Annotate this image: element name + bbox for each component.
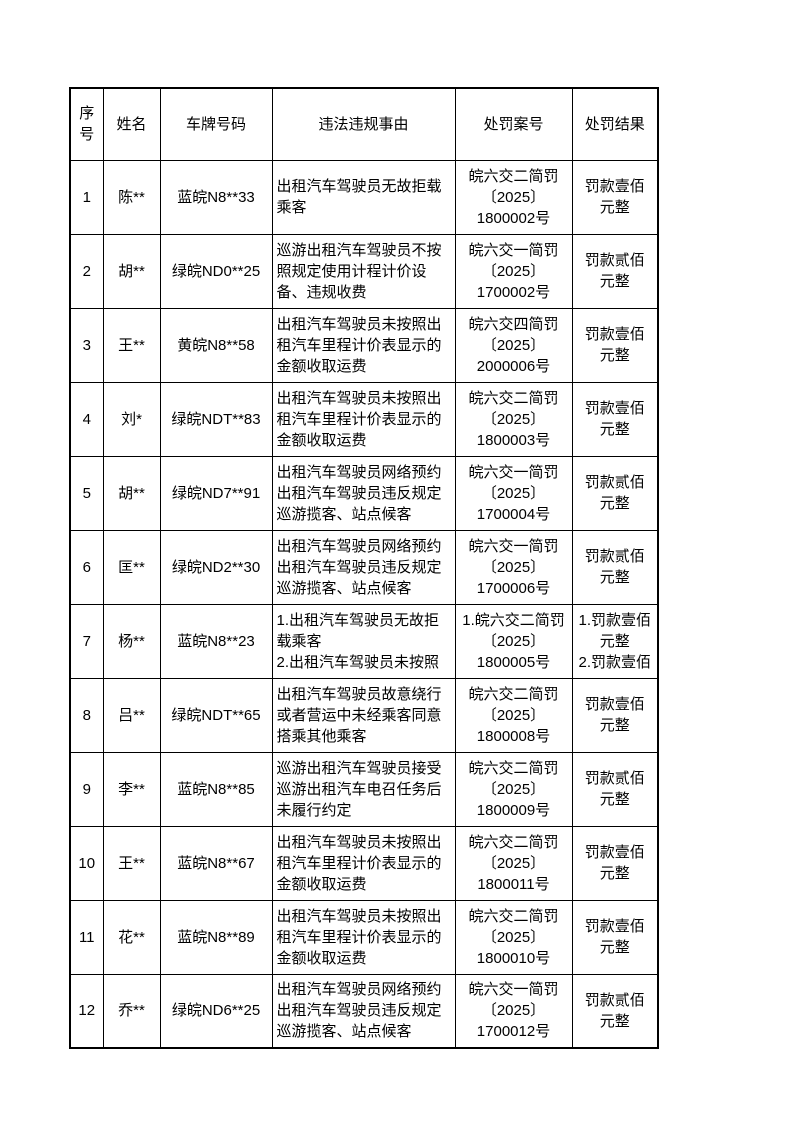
cell-name: 胡** — [102, 455, 161, 531]
cell-index: 8 — [69, 677, 104, 753]
cell-name: 王** — [102, 307, 161, 383]
header-cell-index: 序号 — [69, 87, 104, 161]
cell-plate: 蓝皖N8**89 — [159, 899, 273, 975]
cell-name: 陈** — [102, 159, 161, 235]
cell-index: 12 — [69, 973, 104, 1049]
cell-violation: 出租汽车驾驶员未按照出租汽车里程计价表显示的金额收取运费 — [271, 307, 456, 383]
table-row: 6 匡** 绿皖ND2**30 出租汽车驾驶员网络预约出租汽车驾驶员违反规定巡游揽客、… — [69, 529, 659, 605]
cell-plate: 绿皖ND7**91 — [159, 455, 273, 531]
cell-result: 罚款壹佰 元整 — [571, 159, 659, 235]
cell-case_no: 皖六交一简罚 〔2025〕 1700004号 — [454, 455, 573, 531]
cell-index: 6 — [69, 529, 104, 605]
table-header-row: 序号 姓名 车牌号码 违法违规事由 处罚案号 处罚结果 — [69, 87, 659, 161]
cell-index: 10 — [69, 825, 104, 901]
header-cell-result: 处罚结果 — [571, 87, 659, 161]
cell-index: 3 — [69, 307, 104, 383]
cell-plate: 黄皖N8**58 — [159, 307, 273, 383]
cell-result: 罚款贰佰 元整 — [571, 529, 659, 605]
cell-violation: 巡游出租汽车驾驶员接受巡游出租汽车电召任务后未履行约定 — [271, 751, 456, 827]
cell-index: 1 — [69, 159, 104, 235]
table-row: 11 花** 蓝皖N8**89 出租汽车驾驶员未按照出租汽车里程计价表显示的金额收取运… — [69, 899, 659, 975]
cell-index: 2 — [69, 233, 104, 309]
cell-index: 11 — [69, 899, 104, 975]
cell-plate: 绿皖ND0**25 — [159, 233, 273, 309]
cell-name: 刘* — [102, 381, 161, 457]
cell-plate: 蓝皖N8**85 — [159, 751, 273, 827]
cell-case_no: 皖六交二简罚 〔2025〕 1800011号 — [454, 825, 573, 901]
cell-violation: 出租汽车驾驶员网络预约出租汽车驾驶员违反规定巡游揽客、站点候客 — [271, 455, 456, 531]
header-cell-name: 姓名 — [102, 87, 161, 161]
table-row: 8 吕** 绿皖NDT**65 出租汽车驾驶员故意绕行或者营运中未经乘客同意搭乘其他乘… — [69, 677, 659, 753]
cell-index: 5 — [69, 455, 104, 531]
cell-result: 罚款壹佰 元整 — [571, 307, 659, 383]
cell-case_no: 皖六交二简罚 〔2025〕 1800003号 — [454, 381, 573, 457]
table-row: 3 王** 黄皖N8**58 出租汽车驾驶员未按照出租汽车里程计价表显示的金额收取运费… — [69, 307, 659, 383]
cell-case_no: 皖六交四简罚 〔2025〕 2000006号 — [454, 307, 573, 383]
cell-result: 罚款壹佰 元整 — [571, 381, 659, 457]
cell-plate: 绿皖NDT**65 — [159, 677, 273, 753]
cell-index: 7 — [69, 603, 104, 679]
cell-case_no: 皖六交二简罚 〔2025〕 1800008号 — [454, 677, 573, 753]
cell-result: 罚款贰佰 元整 — [571, 233, 659, 309]
cell-result: 罚款贰佰 元整 — [571, 751, 659, 827]
cell-case_no: 皖六交一简罚 〔2025〕 1700006号 — [454, 529, 573, 605]
table-row: 10 王** 蓝皖N8**67 出租汽车驾驶员未按照出租汽车里程计价表显示的金额收取运… — [69, 825, 659, 901]
cell-result: 1.罚款壹佰 元整 2.罚款壹佰 — [571, 603, 659, 679]
cell-violation: 出租汽车驾驶员未按照出租汽车里程计价表显示的金额收取运费 — [271, 899, 456, 975]
cell-violation: 出租汽车驾驶员未按照出租汽车里程计价表显示的金额收取运费 — [271, 381, 456, 457]
cell-name: 匡** — [102, 529, 161, 605]
penalty-table: 序号 姓名 车牌号码 违法违规事由 处罚案号 处罚结果 1 陈** 蓝皖N8**33 出租汽车驾… — [69, 87, 659, 1049]
cell-name: 胡** — [102, 233, 161, 309]
table-row: 5 胡** 绿皖ND7**91 出租汽车驾驶员网络预约出租汽车驾驶员违反规定巡游揽客、… — [69, 455, 659, 531]
cell-index: 4 — [69, 381, 104, 457]
cell-result: 罚款壹佰 元整 — [571, 677, 659, 753]
cell-name: 花** — [102, 899, 161, 975]
cell-violation: 出租汽车驾驶员故意绕行或者营运中未经乘客同意搭乘其他乘客 — [271, 677, 456, 753]
cell-name: 吕** — [102, 677, 161, 753]
cell-violation: 出租汽车驾驶员网络预约出租汽车驾驶员违反规定巡游揽客、站点候客 — [271, 973, 456, 1049]
cell-violation: 巡游出租汽车驾驶员不按照规定使用计程计价设备、违规收费 — [271, 233, 456, 309]
cell-result: 罚款贰佰 元整 — [571, 973, 659, 1049]
cell-case_no: 皖六交一简罚 〔2025〕 1700012号 — [454, 973, 573, 1049]
cell-case_no: 皖六交二简罚 〔2025〕 1800009号 — [454, 751, 573, 827]
table-row: 7 杨** 蓝皖N8**23 1.出租汽车驾驶员无故拒载乘客 2.出租汽车驾驶员未按照… — [69, 603, 659, 679]
cell-name: 杨** — [102, 603, 161, 679]
cell-plate: 蓝皖N8**33 — [159, 159, 273, 235]
cell-result: 罚款壹佰 元整 — [571, 825, 659, 901]
cell-plate: 绿皖ND2**30 — [159, 529, 273, 605]
table-row: 4 刘* 绿皖NDT**83 出租汽车驾驶员未按照出租汽车里程计价表显示的金额收取运费… — [69, 381, 659, 457]
header-cell-plate: 车牌号码 — [159, 87, 273, 161]
table-row: 9 李** 蓝皖N8**85 巡游出租汽车驾驶员接受巡游出租汽车电召任务后未履行约定皖… — [69, 751, 659, 827]
cell-name: 乔** — [102, 973, 161, 1049]
cell-violation: 出租汽车驾驶员网络预约出租汽车驾驶员违反规定巡游揽客、站点候客 — [271, 529, 456, 605]
cell-case_no: 皖六交一简罚 〔2025〕 1700002号 — [454, 233, 573, 309]
cell-violation: 1.出租汽车驾驶员无故拒载乘客 2.出租汽车驾驶员未按照 — [271, 603, 456, 679]
cell-case_no: 1.皖六交二简罚 〔2025〕 1800005号 — [454, 603, 573, 679]
cell-index: 9 — [69, 751, 104, 827]
cell-name: 王** — [102, 825, 161, 901]
cell-result: 罚款贰佰 元整 — [571, 455, 659, 531]
cell-violation: 出租汽车驾驶员无故拒载乘客 — [271, 159, 456, 235]
table-row: 12 乔** 绿皖ND6**25 出租汽车驾驶员网络预约出租汽车驾驶员违反规定巡游揽客… — [69, 973, 659, 1049]
cell-name: 李** — [102, 751, 161, 827]
cell-case_no: 皖六交二简罚 〔2025〕 1800010号 — [454, 899, 573, 975]
header-cell-case_no: 处罚案号 — [454, 87, 573, 161]
cell-plate: 蓝皖N8**23 — [159, 603, 273, 679]
table-row: 2 胡** 绿皖ND0**25 巡游出租汽车驾驶员不按照规定使用计程计价设备、违规收费… — [69, 233, 659, 309]
cell-result: 罚款壹佰 元整 — [571, 899, 659, 975]
table-row: 1 陈** 蓝皖N8**33 出租汽车驾驶员无故拒载乘客 皖六交二简罚 〔2025〕 1… — [69, 159, 659, 235]
header-cell-violation: 违法违规事由 — [271, 87, 456, 161]
cell-plate: 绿皖NDT**83 — [159, 381, 273, 457]
cell-plate: 蓝皖N8**67 — [159, 825, 273, 901]
cell-violation: 出租汽车驾驶员未按照出租汽车里程计价表显示的金额收取运费 — [271, 825, 456, 901]
cell-case_no: 皖六交二简罚 〔2025〕 1800002号 — [454, 159, 573, 235]
cell-plate: 绿皖ND6**25 — [159, 973, 273, 1049]
